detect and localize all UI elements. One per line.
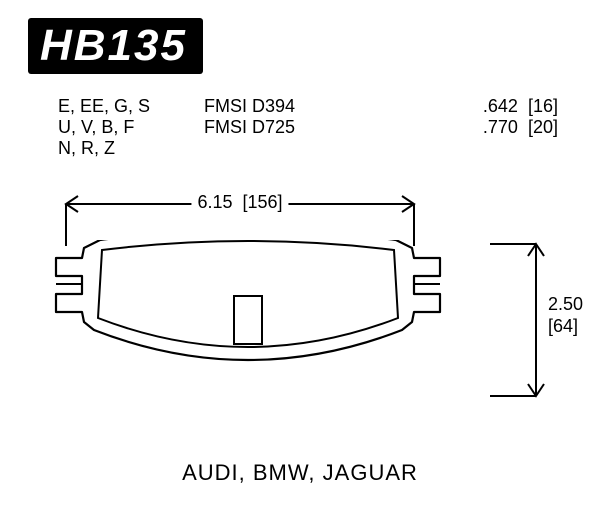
part-number: HB135 <box>40 21 187 70</box>
thickness-mm: [20] <box>528 117 558 137</box>
compound-line: E, EE, G, S <box>58 96 176 117</box>
compound-line: N, R, Z <box>58 138 176 159</box>
thickness-row: .770 [20] <box>483 117 558 138</box>
width-label: 6.15 [156] <box>191 192 288 213</box>
pad-svg <box>48 240 448 420</box>
brake-pad-outline <box>48 240 448 425</box>
vehicle-applications: AUDI, BMW, JAGUAR <box>0 460 600 486</box>
height-inches: 2.50 <box>548 294 583 316</box>
thickness-inches: .642 <box>483 96 518 116</box>
height-dimension: 2.50 [64] <box>490 238 570 400</box>
width-mm: [156] <box>243 192 283 212</box>
part-number-badge: HB135 <box>28 18 203 74</box>
thickness-row: .642 [16] <box>483 96 558 117</box>
fmsi-line: FMSI D725 <box>204 117 334 138</box>
width-dimension: 6.15 [156] <box>58 188 422 228</box>
fmsi-line: FMSI D394 <box>204 96 334 117</box>
height-dimension-svg <box>490 238 550 402</box>
thickness-specs: .642 [16] .770 [20] <box>483 96 558 138</box>
spec-columns: E, EE, G, S U, V, B, F N, R, Z FMSI D394… <box>58 96 334 159</box>
fmsi-codes: FMSI D394 FMSI D725 <box>204 96 334 159</box>
thickness-mm: [16] <box>528 96 558 116</box>
height-mm: [64] <box>548 316 578 337</box>
compound-codes: E, EE, G, S U, V, B, F N, R, Z <box>58 96 176 159</box>
width-inches: 6.15 <box>197 192 232 212</box>
thickness-inches: .770 <box>483 117 518 137</box>
compound-line: U, V, B, F <box>58 117 176 138</box>
